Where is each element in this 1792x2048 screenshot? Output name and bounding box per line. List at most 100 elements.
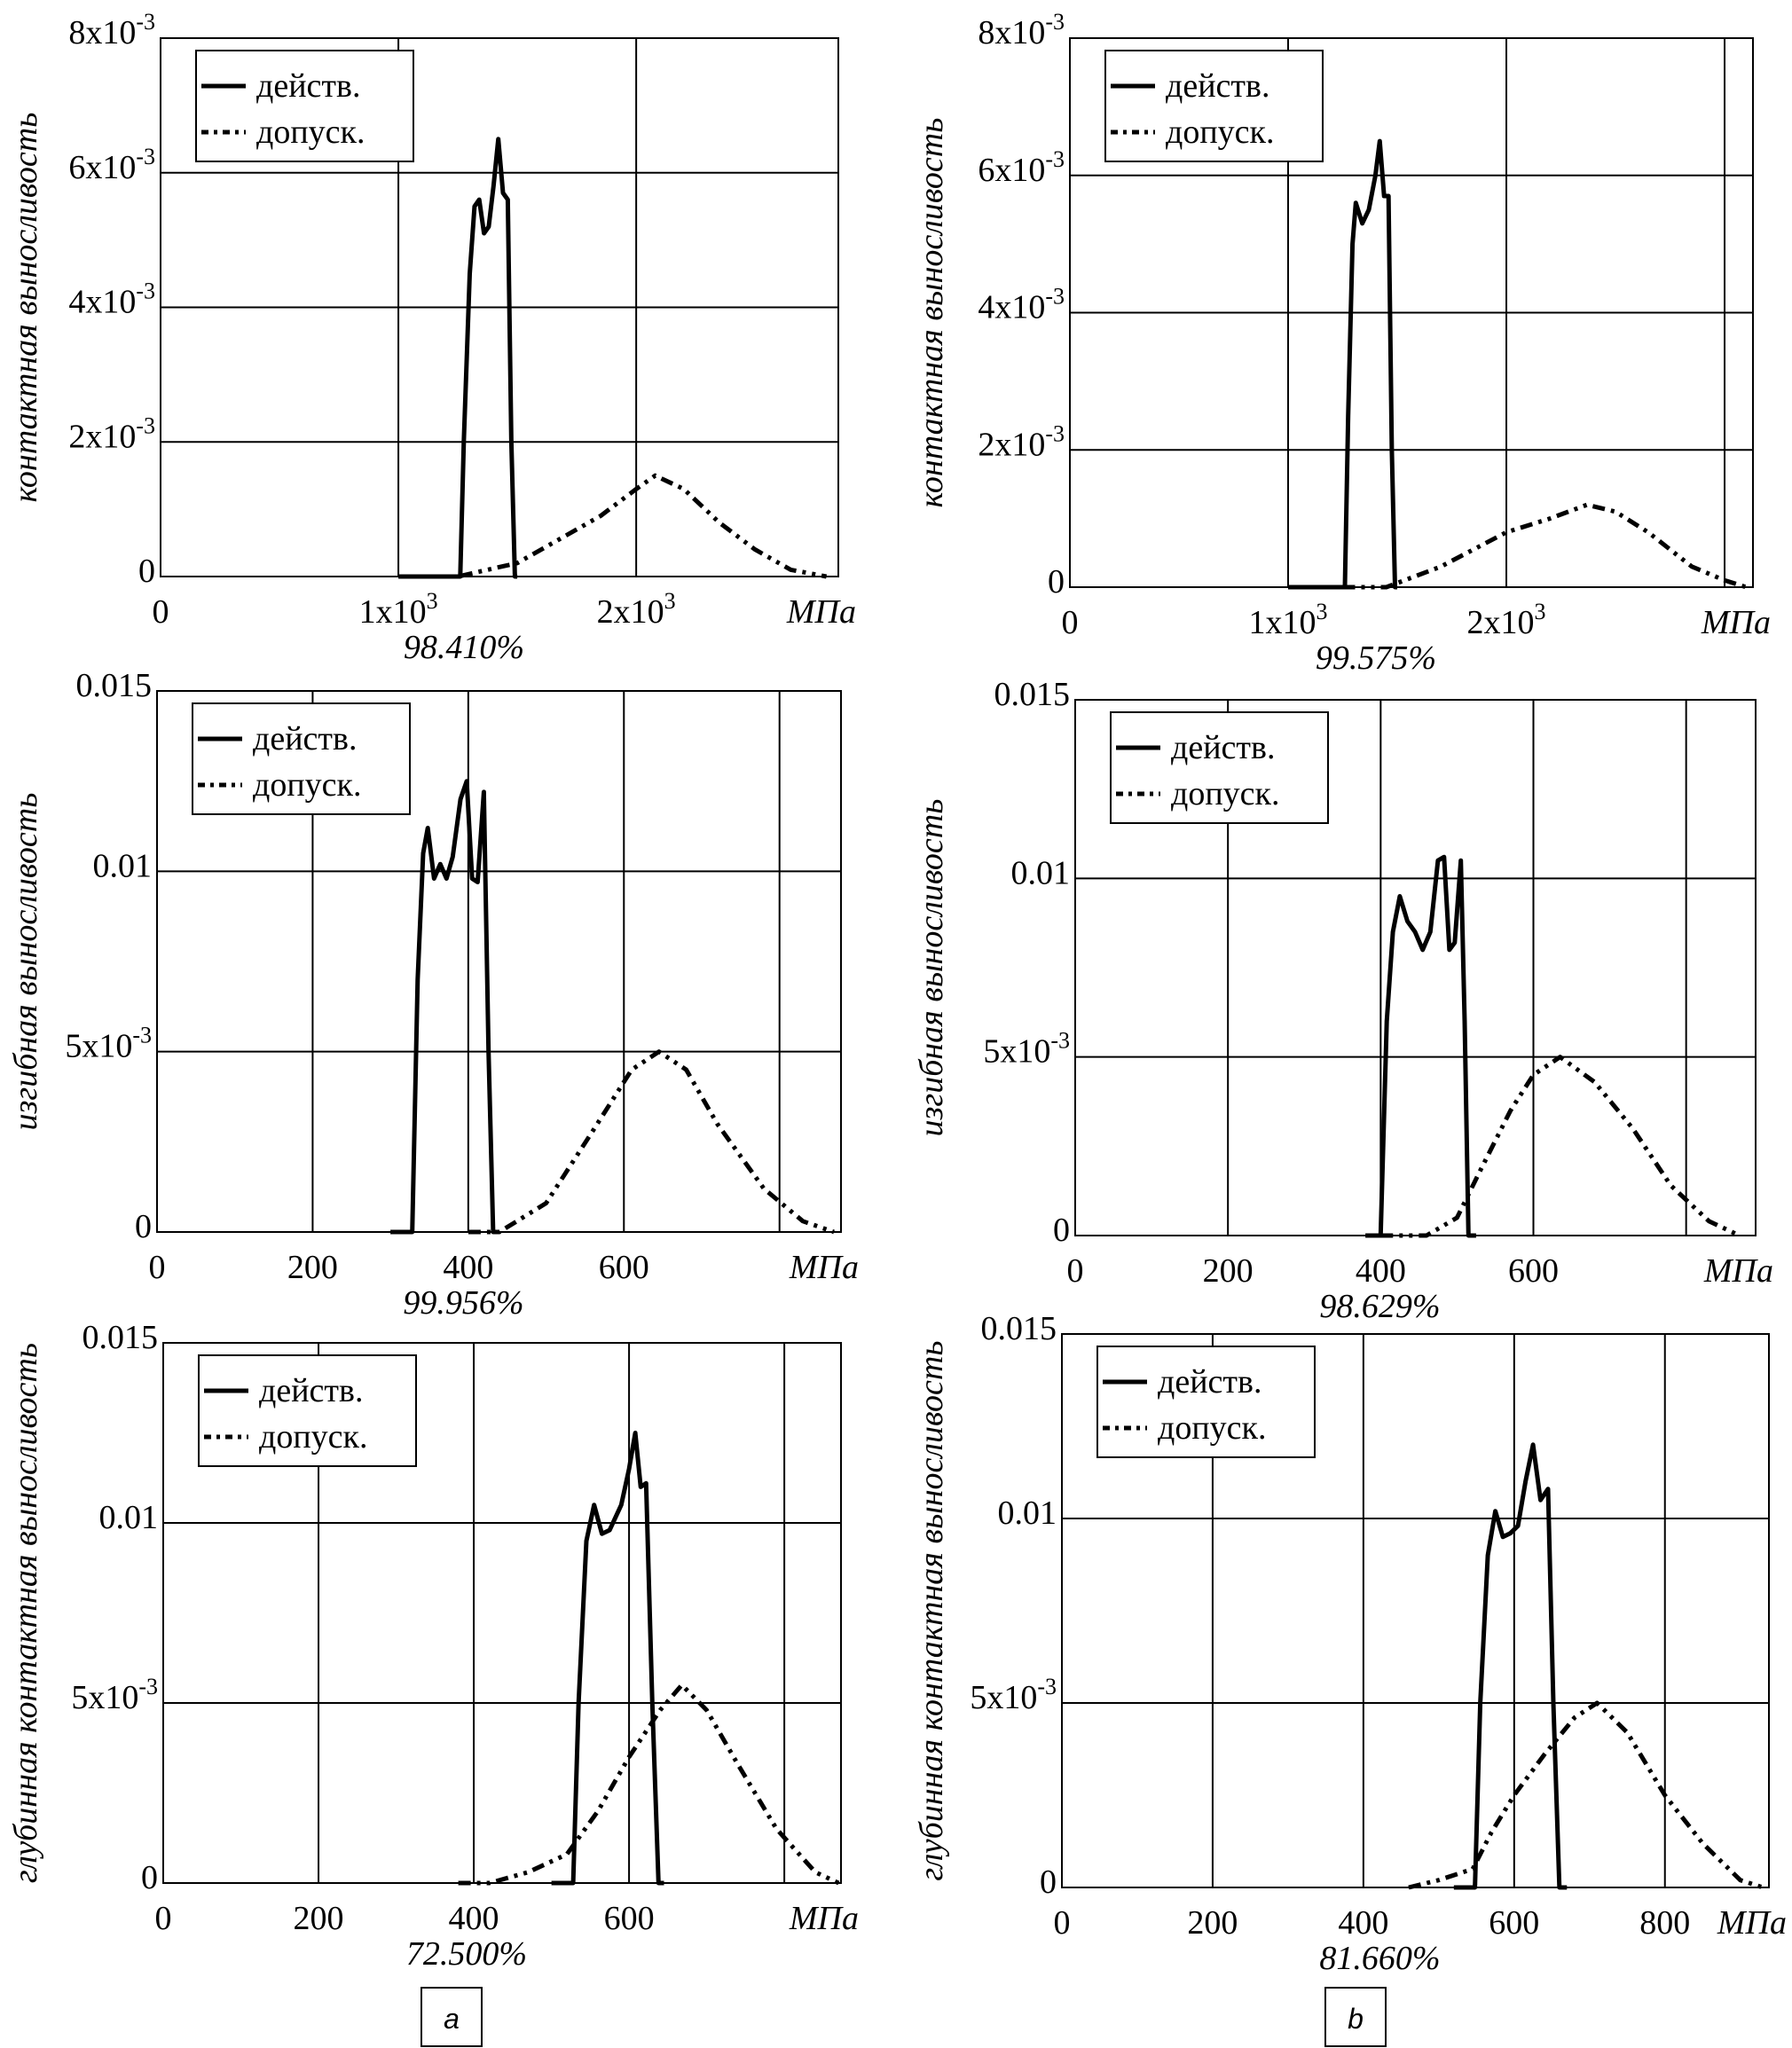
legend-box xyxy=(192,702,411,815)
y-axis-label: изгибная выносливость xyxy=(7,793,44,1131)
legend-box xyxy=(195,50,414,162)
series-allowed-line xyxy=(1380,1055,1741,1238)
plot-area xyxy=(156,690,842,1233)
y-axis-label: глубинная контактная выносливость xyxy=(7,1343,44,1883)
x-tick-label: 400 xyxy=(443,1249,493,1286)
series-actual-line xyxy=(1453,1442,1568,1890)
y-tick-label: 5x10-3 xyxy=(65,1023,152,1065)
legend-allowed-label: допуск. xyxy=(256,114,365,151)
legend-box xyxy=(1104,50,1324,162)
legend-actual-label: действ. xyxy=(1171,729,1275,766)
x-tick-label: 600 xyxy=(599,1249,649,1286)
y-tick-label: 4x10-3 xyxy=(978,284,1065,326)
x-unit-label: МПа xyxy=(786,593,856,631)
panel-label-b: b xyxy=(1324,1987,1387,2047)
x-tick-label: 200 xyxy=(1187,1904,1238,1942)
chart-1: 0 1x103 2x103 0 2x10-3 4x10-3 6x10-3 8x10-3 МПа 9… xyxy=(7,9,856,666)
panel-label-a-text: a xyxy=(444,2003,460,2035)
x-tick-label: 800 xyxy=(1639,1904,1690,1942)
y-tick-label: 0.01 xyxy=(1011,854,1071,891)
x-tick-label: 600 xyxy=(604,1900,655,1937)
series-actual-line xyxy=(551,1431,664,1886)
y-axis-label: контактная выносливость xyxy=(913,118,950,508)
x-tick-label: 0 xyxy=(153,593,169,631)
legend-allowed-label: допуск. xyxy=(1166,114,1275,151)
legend-actual-label: действ. xyxy=(1158,1363,1261,1401)
x-tick-label: 1x103 xyxy=(359,588,438,631)
x-tick-label: 0 xyxy=(1067,1252,1084,1290)
y-tick-label: 0 xyxy=(135,1208,152,1245)
y-tick-label: 6x10-3 xyxy=(978,146,1065,189)
y-axis-label: изгибная выносливость xyxy=(913,799,950,1137)
y-tick-label: 8x10-3 xyxy=(68,9,155,51)
percent-label: 99.956% xyxy=(403,1284,523,1322)
chart-2: 0 1x103 2x103 0 2x10-3 4x10-3 6x10-3 8x10-3 МПа 9… xyxy=(913,9,1771,677)
x-tick-label: 0 xyxy=(1062,604,1079,641)
series-actual-line xyxy=(390,779,499,1235)
x-tick-label: 1x103 xyxy=(1249,599,1328,641)
y-tick-label: 5x10-3 xyxy=(970,1674,1057,1716)
x-unit-label: МПа xyxy=(1703,1252,1773,1290)
series-actual-line xyxy=(1365,854,1476,1238)
x-tick-label: 200 xyxy=(1203,1252,1254,1290)
x-unit-label: МПа xyxy=(789,1900,859,1937)
y-tick-label: 0 xyxy=(1040,1864,1057,1901)
series-actual-line xyxy=(1288,138,1397,590)
legend-actual-label: действ. xyxy=(1166,67,1269,105)
legend: действ. допуск. xyxy=(192,702,411,815)
legend-actual-label: действ. xyxy=(256,67,360,105)
series-allowed-line xyxy=(468,1049,835,1235)
y-tick-label: 0.015 xyxy=(83,1319,159,1356)
percent-label: 99.575% xyxy=(1316,640,1436,677)
chart-4: 0 200 400 600 0 5x10-3 0.01 0.015 МПа 98.629% изги… xyxy=(913,676,1773,1325)
y-tick-label: 0.015 xyxy=(981,1310,1057,1347)
panel-label-b-text: b xyxy=(1348,2003,1364,2035)
x-tick-label: 0 xyxy=(155,1900,172,1937)
x-tick-label: 2x103 xyxy=(1467,599,1546,641)
panel-label-a: a xyxy=(420,1987,483,2047)
y-tick-label: 2x10-3 xyxy=(978,420,1065,463)
legend-box xyxy=(1096,1346,1316,1458)
x-tick-label: 400 xyxy=(1338,1904,1388,1942)
percent-label: 98.629% xyxy=(1319,1288,1440,1325)
legend: действ. допуск. xyxy=(1104,50,1324,162)
y-tick-label: 0.01 xyxy=(99,1499,159,1536)
x-tick-label: 0 xyxy=(149,1249,166,1286)
x-tick-label: 200 xyxy=(287,1249,338,1286)
series-allowed-line xyxy=(1342,502,1748,590)
series-allowed-line xyxy=(1408,1700,1764,1890)
series-allowed-line xyxy=(421,473,828,579)
y-tick-label: 0.01 xyxy=(998,1495,1057,1532)
x-tick-label: 400 xyxy=(449,1900,499,1937)
legend-allowed-label: допуск. xyxy=(1158,1409,1267,1447)
y-tick-label: 2x10-3 xyxy=(68,412,155,455)
y-tick-label: 5x10-3 xyxy=(983,1028,1070,1071)
y-tick-label: 0 xyxy=(1048,563,1065,600)
percent-label: 72.500% xyxy=(406,1935,527,1973)
y-axis-label: глубинная контактная выносливость xyxy=(913,1340,950,1880)
y-tick-label: 0.015 xyxy=(994,676,1071,713)
chart-5: 0 200 400 600 0 5x10-3 0.01 0.015 МПа 72.500% глуб… xyxy=(7,1319,859,1973)
percent-label: 81.660% xyxy=(1319,1940,1440,1977)
x-tick-label: 600 xyxy=(1508,1252,1559,1290)
y-axis-label: контактная выносливость xyxy=(7,113,44,503)
y-tick-label: 0.015 xyxy=(76,667,153,704)
legend-allowed-label: допуск. xyxy=(1171,775,1280,812)
y-tick-label: 0 xyxy=(138,553,155,590)
y-tick-label: 5x10-3 xyxy=(71,1674,158,1716)
percent-label: 98.410% xyxy=(404,629,524,666)
chart-6: 0 200 400 600 800 0 5x10-3 0.01 0.015 МПа 81.660% г… xyxy=(913,1310,1787,1977)
series-allowed-line xyxy=(458,1683,840,1886)
legend-box xyxy=(1110,711,1329,824)
legend: действ. допуск. xyxy=(198,1354,417,1467)
x-tick-label: 400 xyxy=(1356,1252,1406,1290)
y-tick-label: 6x10-3 xyxy=(68,144,155,186)
x-tick-label: 200 xyxy=(294,1900,344,1937)
legend-allowed-label: допуск. xyxy=(259,1418,368,1456)
legend: действ. допуск. xyxy=(1096,1346,1316,1458)
y-tick-label: 0.01 xyxy=(93,847,153,884)
legend-actual-label: действ. xyxy=(253,720,357,757)
x-unit-label: МПа xyxy=(1701,604,1771,641)
x-tick-label: 2x103 xyxy=(597,588,676,631)
legend: действ. допуск. xyxy=(195,50,414,162)
